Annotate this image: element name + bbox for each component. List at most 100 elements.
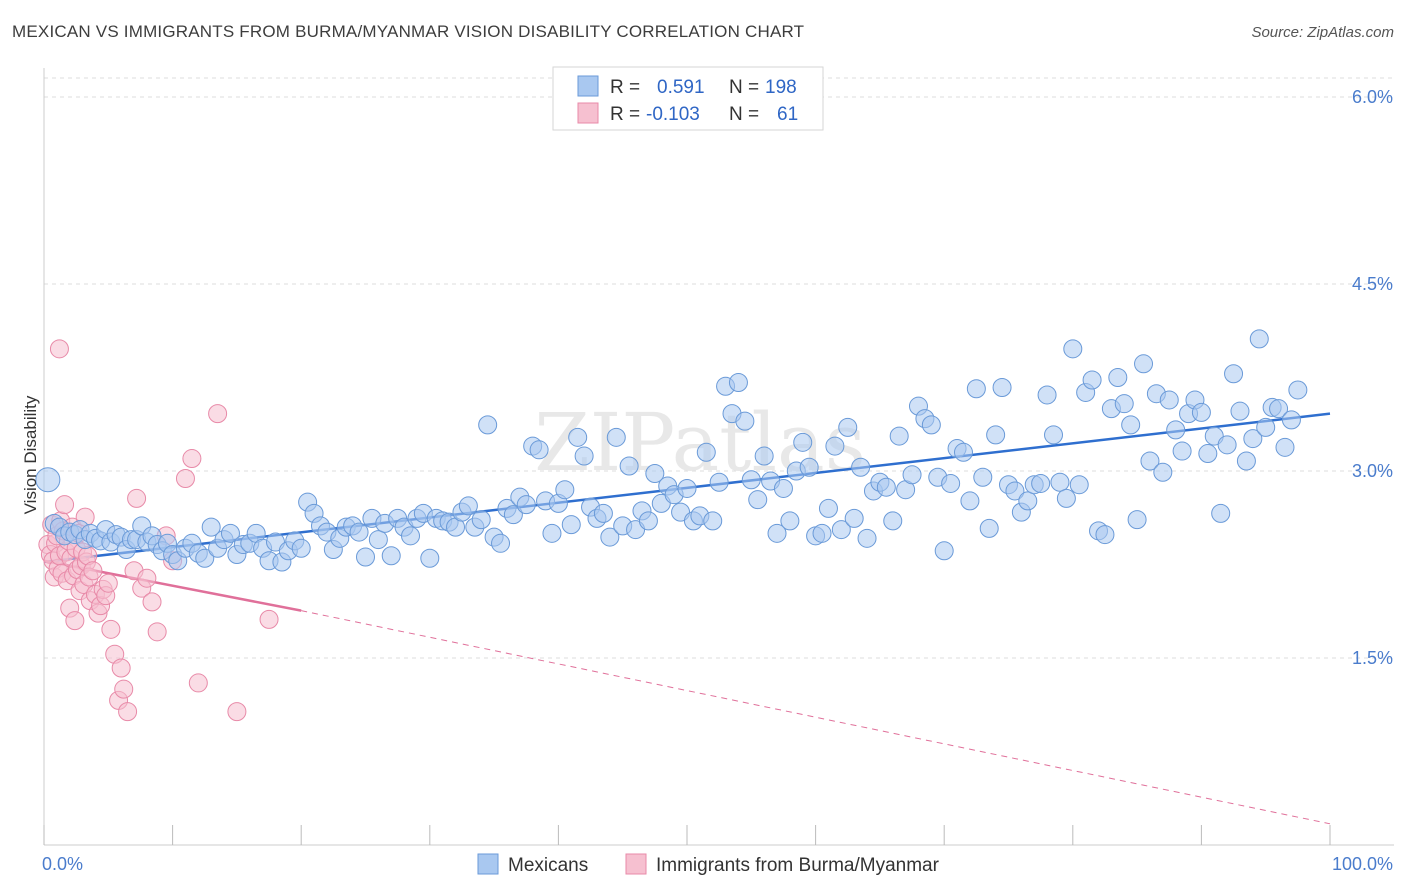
legend-n-label-1: N = — [729, 77, 759, 98]
legend-r-value-1: 0.591 — [657, 77, 705, 98]
blue-point — [883, 511, 903, 531]
bottom-legend-label-burma: Immigrants from Burma/Myanmar — [656, 855, 940, 876]
blue-point — [381, 546, 401, 566]
blue-point — [1172, 441, 1192, 461]
blue-point — [1037, 385, 1057, 405]
blue-point — [1275, 437, 1295, 457]
legend-swatch-pink — [577, 102, 599, 124]
blue-point — [1114, 394, 1134, 414]
blue-point — [1256, 417, 1276, 437]
blue-point — [876, 477, 896, 497]
blue-point — [735, 411, 755, 431]
blue-point — [857, 528, 877, 548]
blue-point — [728, 372, 748, 392]
blue-point — [1044, 425, 1064, 445]
axes — [43, 68, 1394, 846]
blue-point — [1249, 329, 1269, 349]
pink-point — [147, 622, 167, 642]
y-tick-label-3: 6.0% — [1352, 87, 1393, 107]
blue-point — [966, 379, 986, 399]
x-tick-label-1: 100.0% — [1332, 854, 1393, 874]
blue-point — [780, 511, 800, 531]
blue-point — [844, 508, 864, 528]
blue-point — [979, 518, 999, 538]
x-tick-label-0: 0.0% — [42, 854, 83, 874]
pink-point — [182, 449, 202, 469]
blue-point — [1230, 401, 1250, 421]
blue-point — [1069, 475, 1089, 495]
pink-point — [65, 611, 85, 631]
blue-point — [1134, 354, 1154, 374]
blue-point — [619, 456, 639, 476]
pink-point — [227, 702, 247, 722]
y-tick-labels: 1.5% 3.0% 4.5% 6.0% — [1352, 87, 1393, 668]
blue-point — [195, 548, 215, 568]
blue-point — [368, 530, 388, 550]
blue-point — [220, 523, 240, 543]
blue-point — [542, 523, 562, 543]
top-legend: R = 0.591 N = 198 R = -0.103 N = 61 — [552, 66, 824, 131]
legend-r-label-2: R = — [610, 104, 640, 125]
blue-point — [568, 427, 588, 447]
blue-point — [1127, 510, 1147, 530]
pink-point — [137, 568, 157, 588]
blue-point — [799, 457, 819, 477]
blue-point — [902, 465, 922, 485]
blue-point — [921, 415, 941, 435]
pink-point — [55, 495, 75, 515]
legend-r-label-1: R = — [610, 77, 640, 98]
blue-point — [516, 495, 536, 515]
blue-point — [561, 515, 581, 535]
blue-point — [767, 523, 787, 543]
pink-point — [101, 619, 121, 639]
bottom-legend: Mexicans Immigrants from Burma/Myanmar — [477, 853, 940, 876]
blue-point — [793, 432, 813, 452]
x-tick-labels: 0.0% 100.0% — [42, 854, 1393, 874]
blue-point — [992, 377, 1012, 397]
legend-n-label-2: N = — [729, 104, 759, 125]
blue-point — [703, 511, 723, 531]
pink-point — [175, 468, 195, 488]
blue-point — [1243, 429, 1263, 449]
blue-point — [1159, 390, 1179, 410]
y-tick-label-0: 1.5% — [1352, 648, 1393, 668]
blue-point — [889, 426, 909, 446]
pink-point — [83, 561, 103, 581]
blue-point — [356, 547, 375, 567]
blue-point — [851, 457, 871, 477]
pink-trend-line-dashed — [301, 610, 1331, 825]
blue-point — [491, 533, 511, 553]
blue-point — [1153, 462, 1173, 482]
blue-point — [825, 436, 845, 456]
blue-point — [529, 440, 549, 460]
pink-point — [142, 592, 162, 612]
blue-point — [812, 523, 832, 543]
bottom-legend-label-mexicans: Mexicans — [508, 855, 588, 876]
pink-point — [49, 339, 69, 359]
blue-point — [831, 520, 851, 540]
blue-point — [1224, 364, 1244, 384]
blue-point — [973, 467, 993, 487]
blue-point — [503, 505, 523, 525]
blue-point — [773, 478, 793, 498]
pink-point — [188, 673, 208, 693]
blue-points — [35, 329, 1308, 572]
blue-point — [35, 467, 61, 493]
blue-point — [934, 541, 954, 561]
legend-r-value-2: -0.103 — [646, 104, 700, 125]
blue-point — [960, 491, 980, 511]
blue-point — [741, 470, 761, 490]
blue-point — [1166, 420, 1186, 440]
blue-point — [593, 503, 613, 523]
blue-point — [1108, 368, 1128, 387]
blue-point — [1050, 472, 1070, 492]
bottom-legend-swatch-blue — [477, 853, 499, 875]
blue-point — [709, 472, 729, 492]
blue-point — [645, 463, 665, 483]
blue-point — [1211, 503, 1231, 523]
pink-point — [98, 573, 118, 593]
legend-n-value-1: 198 — [765, 77, 797, 98]
blue-point — [1063, 339, 1083, 359]
source-label: Source: ZipAtlas.com — [1251, 24, 1394, 41]
